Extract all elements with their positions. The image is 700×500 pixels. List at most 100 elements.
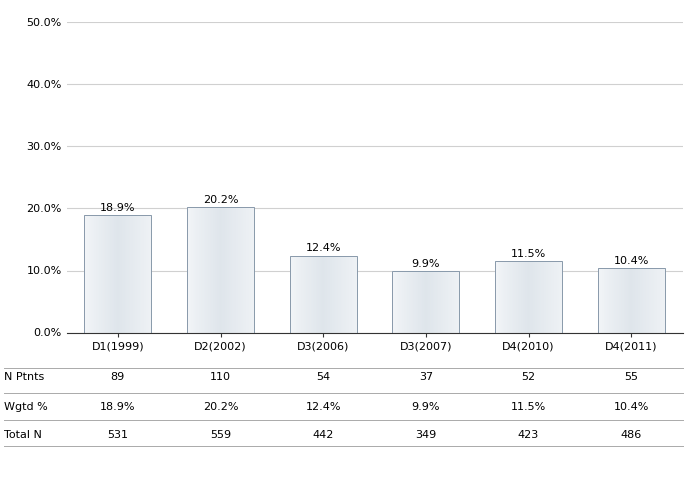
- Bar: [195, 208, 196, 332]
- Bar: [311, 256, 312, 332]
- Text: 442: 442: [312, 430, 334, 440]
- Bar: [303, 256, 304, 332]
- Bar: [413, 271, 414, 332]
- Bar: [293, 256, 294, 332]
- Bar: [393, 271, 459, 332]
- Bar: [219, 208, 220, 332]
- Bar: [619, 268, 620, 332]
- Bar: [657, 268, 658, 332]
- Bar: [308, 256, 309, 332]
- Bar: [253, 208, 254, 332]
- Bar: [203, 208, 204, 332]
- Bar: [330, 256, 332, 332]
- Bar: [437, 271, 438, 332]
- Bar: [93, 216, 94, 332]
- Bar: [355, 256, 356, 332]
- Bar: [556, 261, 557, 332]
- Bar: [239, 208, 241, 332]
- Bar: [430, 271, 431, 332]
- Bar: [541, 261, 542, 332]
- Bar: [521, 261, 522, 332]
- Bar: [415, 271, 416, 332]
- Text: 12.4%: 12.4%: [305, 243, 341, 253]
- Bar: [130, 216, 131, 332]
- Bar: [527, 261, 528, 332]
- Bar: [299, 256, 300, 332]
- Bar: [458, 271, 459, 332]
- Bar: [131, 216, 132, 332]
- Bar: [223, 208, 224, 332]
- Bar: [441, 271, 442, 332]
- Text: 18.9%: 18.9%: [100, 402, 136, 412]
- Text: 20.2%: 20.2%: [203, 402, 238, 412]
- Bar: [410, 271, 411, 332]
- Bar: [598, 268, 664, 332]
- Bar: [550, 261, 551, 332]
- Bar: [636, 268, 637, 332]
- Bar: [455, 271, 456, 332]
- Bar: [497, 261, 498, 332]
- Bar: [525, 261, 526, 332]
- Bar: [507, 261, 508, 332]
- Bar: [611, 268, 612, 332]
- Bar: [97, 216, 98, 332]
- Bar: [660, 268, 661, 332]
- Bar: [625, 268, 626, 332]
- Bar: [519, 261, 520, 332]
- Bar: [113, 216, 114, 332]
- Bar: [603, 268, 605, 332]
- Bar: [344, 256, 345, 332]
- Bar: [615, 268, 617, 332]
- Bar: [313, 256, 314, 332]
- Bar: [656, 268, 657, 332]
- Bar: [298, 256, 299, 332]
- Bar: [133, 216, 134, 332]
- Bar: [637, 268, 638, 332]
- Text: 18.9%: 18.9%: [100, 203, 136, 213]
- Bar: [126, 216, 127, 332]
- Bar: [623, 268, 624, 332]
- Bar: [632, 268, 633, 332]
- Bar: [192, 208, 193, 332]
- Bar: [612, 268, 613, 332]
- Bar: [414, 271, 415, 332]
- Bar: [193, 208, 194, 332]
- Bar: [92, 216, 93, 332]
- Bar: [139, 216, 140, 332]
- Bar: [347, 256, 349, 332]
- Bar: [652, 268, 653, 332]
- Bar: [427, 271, 428, 332]
- Bar: [105, 216, 106, 332]
- Bar: [209, 208, 210, 332]
- Bar: [225, 208, 227, 332]
- Bar: [101, 216, 102, 332]
- Bar: [335, 256, 336, 332]
- Bar: [433, 271, 435, 332]
- Bar: [648, 268, 649, 332]
- Bar: [326, 256, 328, 332]
- Bar: [249, 208, 250, 332]
- Bar: [432, 271, 433, 332]
- Bar: [440, 271, 441, 332]
- Bar: [419, 271, 420, 332]
- Bar: [607, 268, 608, 332]
- Bar: [336, 256, 337, 332]
- Bar: [649, 268, 650, 332]
- Bar: [234, 208, 235, 332]
- Text: 9.9%: 9.9%: [412, 258, 440, 268]
- Bar: [411, 271, 412, 332]
- Bar: [407, 271, 409, 332]
- Bar: [640, 268, 641, 332]
- Bar: [662, 268, 663, 332]
- Bar: [622, 268, 623, 332]
- Text: 37: 37: [419, 372, 433, 382]
- Bar: [320, 256, 321, 332]
- Bar: [135, 216, 136, 332]
- Bar: [602, 268, 603, 332]
- Text: 349: 349: [415, 430, 437, 440]
- Text: 11.5%: 11.5%: [511, 402, 546, 412]
- Bar: [500, 261, 501, 332]
- Text: 531: 531: [107, 430, 128, 440]
- Bar: [634, 268, 636, 332]
- Bar: [612, 268, 614, 332]
